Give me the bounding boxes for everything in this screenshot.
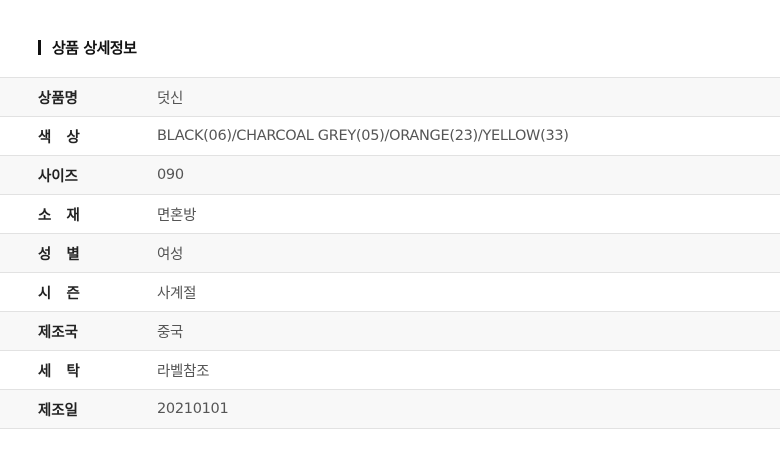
row-label: 상품명 bbox=[38, 90, 79, 107]
row-label: 소 재 bbox=[38, 207, 80, 224]
table-row: 색 상 BLACK(06)/CHARCOAL GREY(05)/ORANGE(23… bbox=[0, 116, 780, 156]
row-value: 덧신 bbox=[157, 90, 184, 107]
row-label: 색 상 bbox=[38, 129, 80, 146]
table-row: 성 별 여성 bbox=[0, 233, 780, 273]
table-row: 세 탁 라벨참조 bbox=[0, 350, 780, 390]
row-value: 090 bbox=[157, 167, 184, 183]
row-value: BLACK(06)/CHARCOAL GREY(05)/ORANGE(23)/Y… bbox=[157, 128, 569, 144]
section-title: 상품 상세정보 bbox=[38, 37, 137, 57]
table-row: 상품명 덧신 bbox=[0, 77, 780, 117]
row-label: 성 별 bbox=[38, 246, 80, 263]
row-label: 제조일 bbox=[38, 402, 79, 419]
row-label: 시 즌 bbox=[38, 285, 80, 302]
row-value: 면혼방 bbox=[157, 207, 197, 224]
row-label: 사이즈 bbox=[38, 168, 79, 185]
row-value: 중국 bbox=[157, 324, 184, 341]
table-row: 사이즈 090 bbox=[0, 155, 780, 195]
table-row: 제조국 중국 bbox=[0, 311, 780, 351]
row-value: 사계절 bbox=[157, 285, 197, 302]
table-row: 시 즌 사계절 bbox=[0, 272, 780, 312]
row-value: 20210101 bbox=[157, 401, 229, 417]
row-value: 라벨참조 bbox=[157, 363, 210, 380]
row-label: 제조국 bbox=[38, 324, 79, 341]
title-bar-decoration bbox=[38, 39, 41, 55]
row-label: 세 탁 bbox=[38, 363, 80, 380]
row-value: 여성 bbox=[157, 246, 184, 263]
table-row: 제조일 20210101 bbox=[0, 389, 780, 429]
section-title-text: 상품 상세정보 bbox=[52, 38, 137, 57]
table-row: 소 재 면혼방 bbox=[0, 194, 780, 234]
